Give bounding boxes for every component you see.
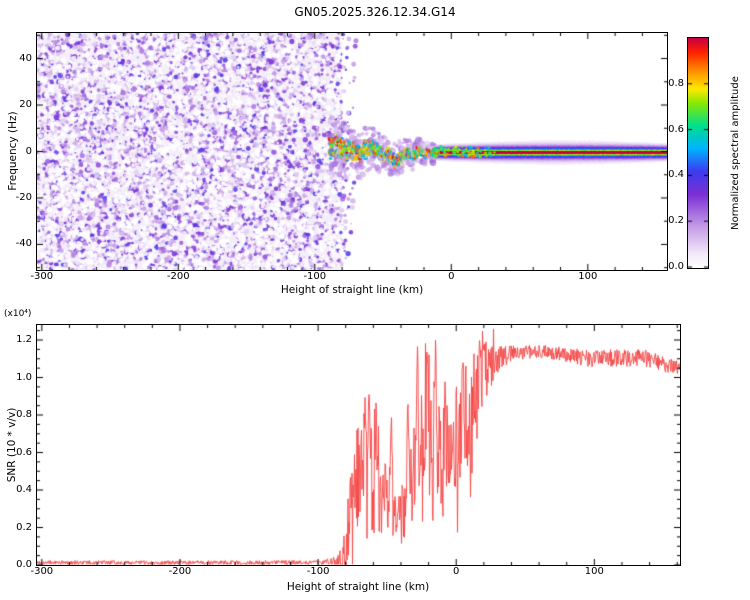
bottom-y-tick-label: 0.4 [16, 484, 32, 495]
colorbar-label: Normalized spectral amplitude [730, 76, 741, 230]
colorbar-tick-label: 0.2 [668, 215, 684, 227]
snr-canvas [36, 324, 681, 566]
colorbar-tick-label: 0.4 [668, 169, 684, 181]
top-y-tick-label: -40 [15, 238, 32, 250]
bottom-y-scale-label: (x10⁴) [4, 309, 32, 319]
bottom-y-tick-label: 0.2 [16, 521, 32, 533]
top-y-tick-label: -20 [15, 191, 32, 203]
bottom-x-tick-label: 100 [584, 566, 604, 577]
top-y-tick-label: 40 [19, 52, 32, 64]
bottom-y-tick-label: 0.0 [16, 559, 32, 570]
top-x-tick-label: -100 [303, 271, 327, 282]
top-y-tick-label: 20 [19, 99, 32, 111]
spectrogram-canvas [36, 32, 668, 271]
top-y-axis-label: Frequency (Hz) [6, 111, 19, 191]
bottom-x-tick-label: -200 [168, 566, 192, 577]
bottom-x-axis-label: Height of straight line (km) [286, 581, 430, 593]
top-x-tick-label: 100 [578, 271, 598, 282]
top-x-tick-label: -300 [30, 271, 54, 282]
figure-title: GN05.2025.326.12.34.G14 [294, 5, 456, 19]
top-y-tick-label: 0 [25, 145, 32, 157]
top-x-axis-label: Height of straight line (km) [280, 284, 424, 296]
colorbar-canvas [687, 37, 709, 269]
bottom-y-tick-label: 0.8 [16, 409, 32, 420]
colorbar-tick-label: 0.6 [668, 123, 684, 135]
bottom-y-tick-label: 1.2 [16, 334, 32, 345]
bottom-y-tick-label: 1.0 [16, 371, 32, 383]
colorbar-tick-label: 0.8 [668, 77, 684, 89]
bottom-y-tick-label: 0.6 [16, 446, 32, 458]
bottom-x-tick-label: -100 [306, 566, 330, 577]
top-x-tick-label: 0 [448, 271, 455, 282]
bottom-x-tick-label: 0 [453, 566, 460, 577]
bottom-x-tick-label: -300 [30, 566, 54, 577]
top-x-tick-label: -200 [166, 271, 190, 282]
colorbar-tick-label: 0.0 [668, 261, 684, 272]
